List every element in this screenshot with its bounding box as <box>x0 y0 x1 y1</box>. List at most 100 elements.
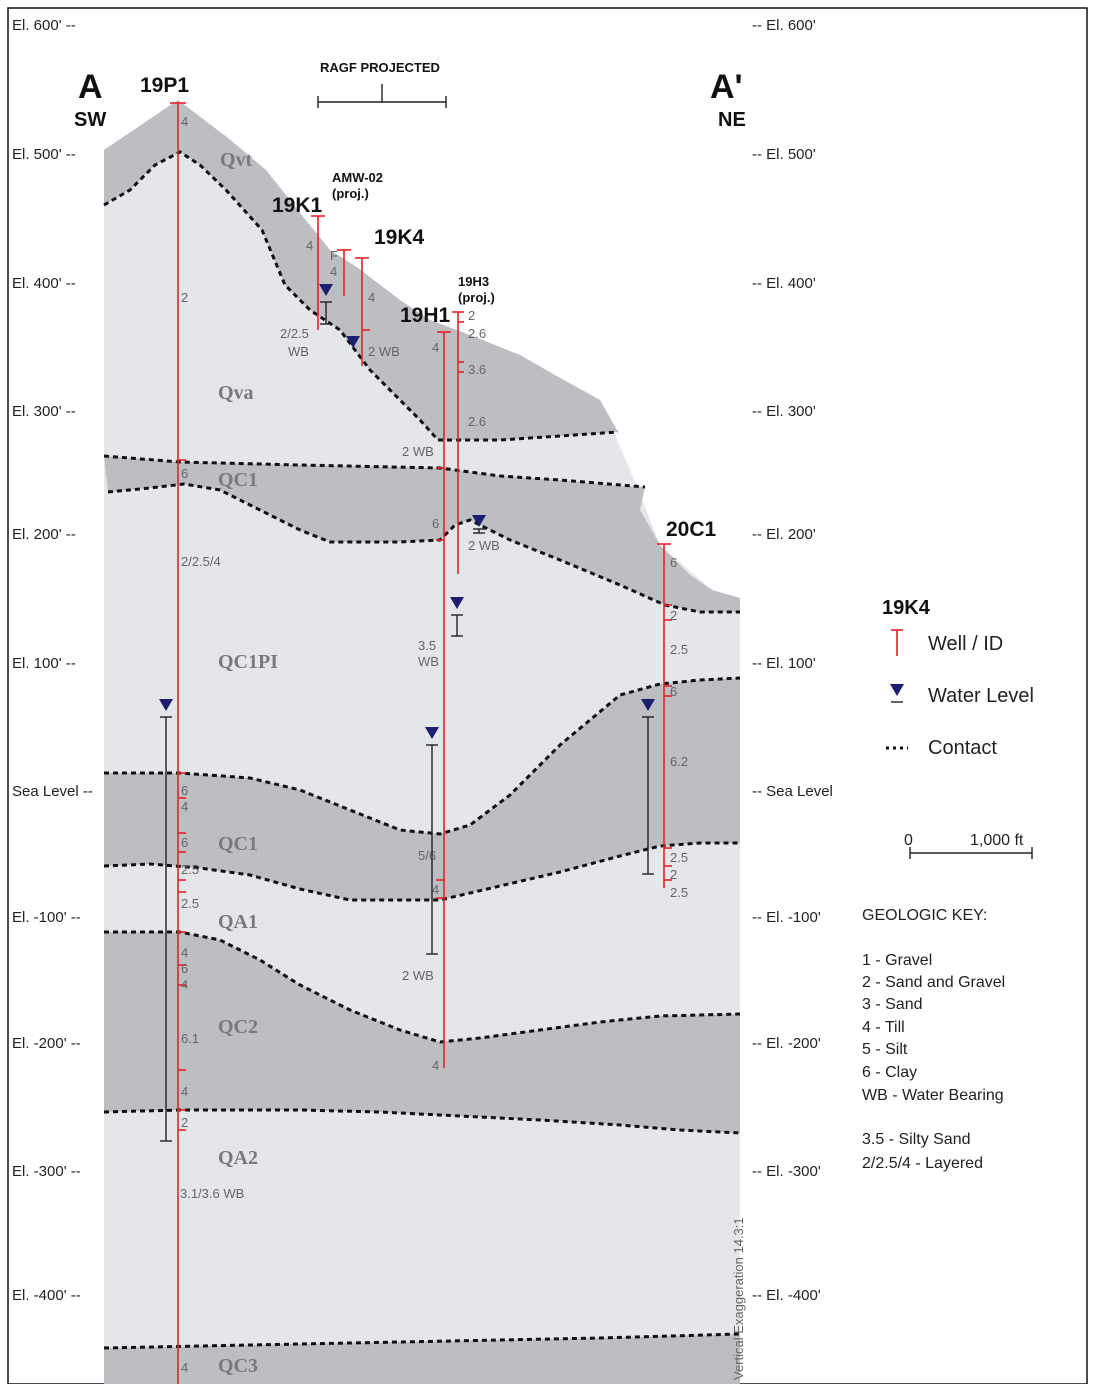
elev-left-m300: El. -300' -- <box>12 1163 81 1180</box>
water-level-icon <box>472 515 486 527</box>
screen-19p1 <box>160 716 172 1142</box>
geologic-key-item: WB - Water Bearing <box>862 1087 1004 1104</box>
geologic-key-item: 4 - Till <box>862 1019 905 1036</box>
label-19p1-2b: 2 <box>181 1115 188 1130</box>
section-start-letter: A <box>78 68 103 106</box>
unit-label-qc1-upper: QC1 <box>218 469 258 491</box>
contact-qc1-lower-top <box>104 676 741 836</box>
label-amw02-4: 4 <box>330 264 337 279</box>
elevation-labels-left: El. 600' -- El. 500' -- El. 400' -- El. … <box>12 17 93 1304</box>
label-19p1-25b: 2.5 <box>181 896 199 911</box>
scale-distance: 1,000 ft <box>970 832 1024 849</box>
label-20c1-25a: 2.5 <box>670 642 688 657</box>
label-19p1-4e: 4 <box>181 1084 188 1099</box>
well-id-19k4: 19K4 <box>374 226 425 249</box>
water-level-icon <box>346 336 360 348</box>
elev-left-m100: El. -100' -- <box>12 909 81 926</box>
label-19k1-225: 2/2.5 <box>280 326 309 341</box>
unit-label-qc3: QC3 <box>218 1355 258 1377</box>
geologic-key-extra: 2/2.5/4 - Layered <box>862 1155 983 1172</box>
well-id-amw02-proj: (proj.) <box>332 186 369 201</box>
contact-qc3-top <box>103 1332 741 1350</box>
label-19h3-26a: 2.6 <box>468 326 486 341</box>
well-id-amw02: AMW-02 <box>332 170 383 185</box>
label-20c1-25b: 2.5 <box>670 850 688 865</box>
well-labels: 4 2 6 2/2.5/4 6 4 6 2.5 2.5 4 6 4 6.1 4 … <box>180 114 688 1375</box>
elev-right-m100: -- El. -100' <box>752 909 821 926</box>
label-19k1-4: 4 <box>306 238 313 253</box>
section-end-direction: NE <box>718 109 746 131</box>
well-19h1 <box>436 331 451 1068</box>
water-level-icon <box>425 727 439 739</box>
label-19p1-4c: 4 <box>181 945 188 960</box>
label-19h1-6: 6 <box>432 516 439 531</box>
label-19p1-6d: 6 <box>181 961 188 976</box>
label-19p1-25a: 2.5 <box>181 862 199 877</box>
unit-label-qvt: Qvt <box>220 149 253 171</box>
geologic-key-extra: 3.5 - Silty Sand <box>862 1131 971 1148</box>
label-19h1-35: 3.5 <box>418 638 436 653</box>
screen-19h1-upper <box>451 614 463 637</box>
elev-left-600: El. 600' -- <box>12 17 76 34</box>
well-19k4 <box>355 257 370 366</box>
legend-water-level-icon <box>890 684 904 696</box>
elev-right-sea: -- Sea Level <box>752 783 833 800</box>
contact-qc1-lower-base <box>103 841 740 902</box>
legend: 19K4 Well / ID Water Level Contact 0 1,0… <box>882 597 1034 859</box>
elev-right-m300: -- El. -300' <box>752 1163 821 1180</box>
elev-left-200: El. 200' -- <box>12 526 76 543</box>
label-19h3-36: 3.6 <box>468 362 486 377</box>
elev-right-m400: -- El. -400' <box>752 1287 821 1304</box>
label-19h1-wb: WB <box>418 654 439 669</box>
elev-right-100: -- El. 100' <box>752 655 816 672</box>
label-19h1-4c: 4 <box>432 1058 439 1073</box>
well-id-19k1: 19K1 <box>272 194 323 217</box>
scale-bar <box>909 847 1033 859</box>
geologic-key-item: 6 - Clay <box>862 1064 917 1081</box>
label-19h3-2: 2 <box>468 308 475 323</box>
well-id-20c1: 20C1 <box>666 518 717 541</box>
elev-right-400: -- El. 400' <box>752 275 816 292</box>
unit-label-qva: Qva <box>218 382 254 404</box>
elev-left-300: El. 300' -- <box>12 403 76 420</box>
label-19p1-4a: 4 <box>181 114 188 129</box>
unit-qc1-lower <box>104 678 740 900</box>
label-19h1-56: 5/6 <box>418 848 436 863</box>
unit-qc2 <box>104 932 740 1133</box>
well-amw02 <box>337 249 351 296</box>
label-19k4-2wb: 2 WB <box>368 344 400 359</box>
legend-sample-id: 19K4 <box>882 597 931 619</box>
well-id-19h1: 19H1 <box>400 304 451 327</box>
label-19p1-6c: 6 <box>181 835 188 850</box>
geologic-key: GEOLOGIC KEY: 1 - Gravel 2 - Sand and Gr… <box>862 907 1005 1172</box>
label-19p1-4b: 4 <box>181 799 188 814</box>
label-19h1-2wb-a: 2 WB <box>402 444 434 459</box>
contact-qc2-base <box>103 1108 741 1135</box>
elev-right-600: -- El. 600' <box>752 17 816 34</box>
unit-label-qc2: QC2 <box>218 1016 258 1038</box>
water-level-icon <box>450 597 464 609</box>
geologic-key-title: GEOLOGIC KEY: <box>862 907 987 924</box>
unit-label-qa1: QA1 <box>218 911 258 933</box>
well-id-19p1: 19P1 <box>140 74 189 97</box>
water-levels <box>159 284 655 739</box>
elev-right-m200: -- El. -200' <box>752 1035 821 1052</box>
water-level-icon <box>641 699 655 711</box>
well-id-19h3: 19H3 <box>458 274 489 289</box>
label-19h1-4a: 4 <box>432 340 439 355</box>
well-19p1 <box>170 102 186 1384</box>
elev-left-sea: Sea Level -- <box>12 783 93 800</box>
label-19h1-4b: 4 <box>432 882 439 897</box>
well-id-19h3-proj: (proj.) <box>458 290 495 305</box>
label-20c1-6: 6 <box>670 555 677 570</box>
elev-right-500: -- El. 500' <box>752 146 816 163</box>
elevation-labels-right: -- El. 600' -- El. 500' -- El. 400' -- E… <box>752 17 833 1304</box>
geologic-key-item: 5 - Silt <box>862 1041 908 1058</box>
label-19p1-4d: 4 <box>181 977 188 992</box>
well-19k1 <box>311 215 325 330</box>
elev-left-100: El. 100' -- <box>12 655 76 672</box>
label-19k1-wb: WB <box>288 344 309 359</box>
screen-20c1 <box>642 716 654 875</box>
elev-right-200: -- El. 200' <box>752 526 816 543</box>
